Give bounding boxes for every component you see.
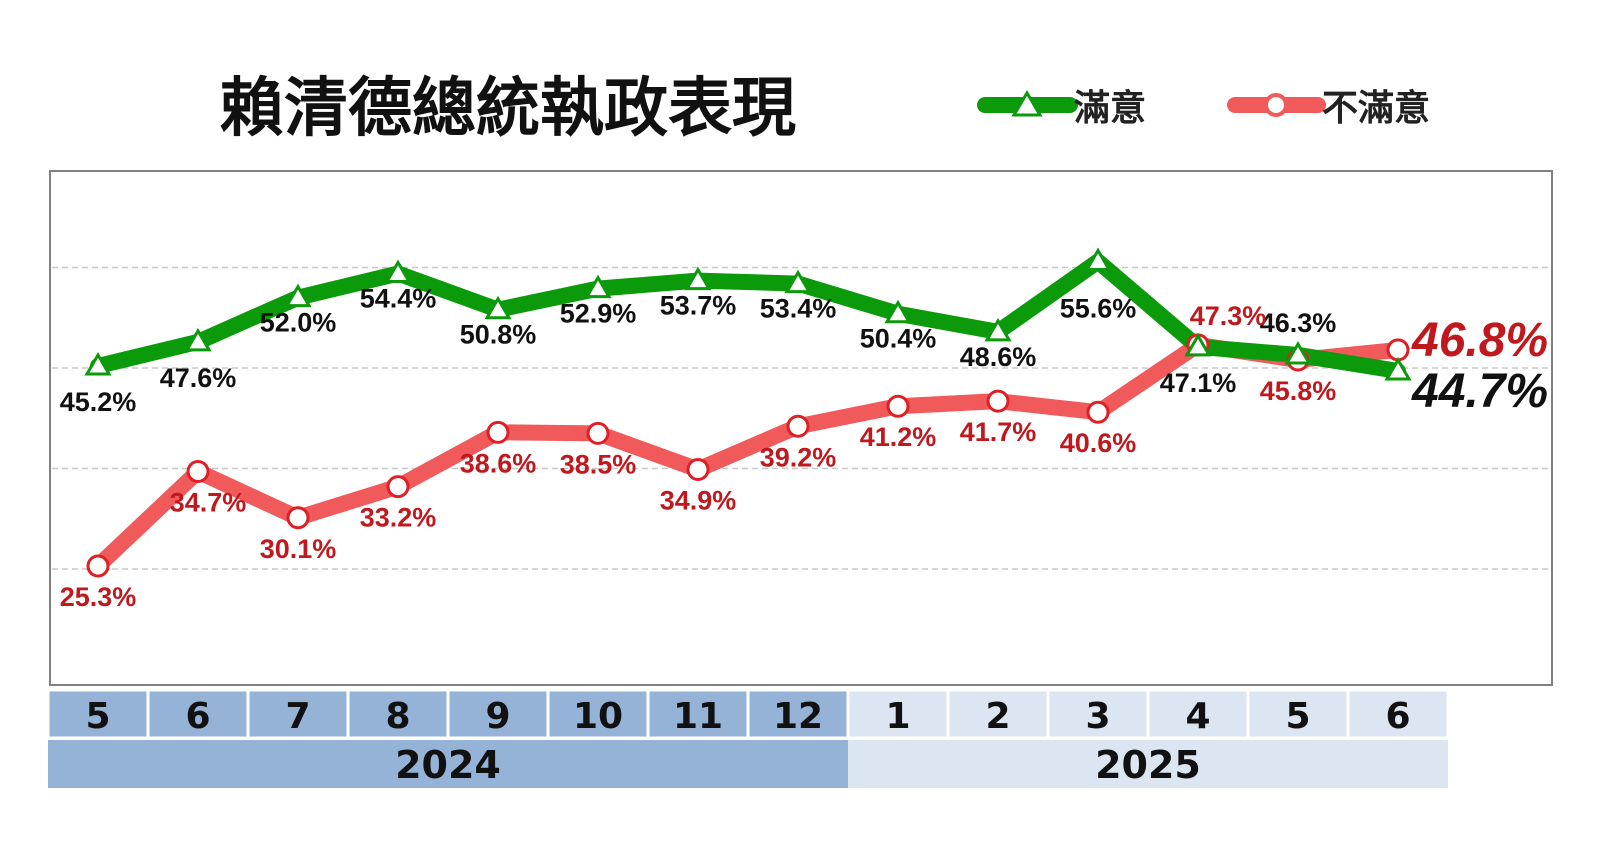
label-satisfied-4: 50.8% xyxy=(460,320,537,350)
month-label-4: 9 xyxy=(485,696,510,737)
point-satisfied-0 xyxy=(84,352,112,376)
point-dissatisfied-0 xyxy=(86,554,110,578)
point-satisfied-3 xyxy=(384,259,412,284)
month-cell-7 xyxy=(746,688,850,740)
month-label-0: 5 xyxy=(85,696,110,737)
point-satisfied-5 xyxy=(584,274,612,299)
point-dissatisfied-6 xyxy=(686,458,710,482)
year-label-2024: 2024 xyxy=(395,743,501,787)
year-cell-2024 xyxy=(48,740,848,788)
label-dissatisfied-1: 34.7% xyxy=(170,488,247,518)
month-cell-0 xyxy=(46,688,150,740)
point-satisfied-2 xyxy=(284,283,312,308)
point-dissatisfied-13 xyxy=(1386,338,1410,362)
month-label-11: 4 xyxy=(1185,696,1210,737)
point-dissatisfied-2 xyxy=(286,506,310,530)
month-label-9: 2 xyxy=(985,696,1010,737)
point-satisfied-10 xyxy=(1084,247,1112,271)
legend-label-satisfied: 滿意 xyxy=(1074,88,1146,129)
label-dissatisfied-12: 45.8% xyxy=(1260,376,1337,406)
month-label-7: 12 xyxy=(773,696,823,737)
month-label-13: 6 xyxy=(1385,696,1410,737)
month-label-8: 1 xyxy=(885,696,910,737)
series-line-satisfied xyxy=(90,253,1406,380)
label-satisfied-6: 53.7% xyxy=(660,291,737,321)
point-satisfied-7 xyxy=(784,269,812,294)
month-label-6: 11 xyxy=(673,696,723,737)
series-line-dissatisfied xyxy=(90,336,1406,574)
month-cell-4 xyxy=(446,688,550,740)
month-cell-6 xyxy=(646,688,750,740)
label-dissatisfied-7: 39.2% xyxy=(760,442,837,472)
label-satisfied-2: 52.0% xyxy=(260,308,337,338)
point-dissatisfied-1 xyxy=(186,460,210,484)
label-satisfied-1: 47.6% xyxy=(160,363,237,393)
label-dissatisfied-0: 25.3% xyxy=(60,582,137,612)
point-dissatisfied-3 xyxy=(386,475,410,499)
month-cell-12 xyxy=(1246,688,1350,740)
label-dissatisfied-10: 40.6% xyxy=(1060,428,1137,458)
legend: 滿意 不滿意 xyxy=(977,88,1430,129)
circle-marker-icon xyxy=(1264,93,1288,117)
label-satisfied-10: 55.6% xyxy=(1060,293,1137,323)
data-labels: 45.2% 47.6% 52.0% 54.4% 50.8% 52.9% 53.7% 53.4%… xyxy=(60,284,1548,612)
year-cell-2025 xyxy=(848,740,1448,788)
label-dissatisfied-4: 38.6% xyxy=(460,448,537,478)
label-dissatisfied-13: 46.8% xyxy=(1411,314,1548,367)
point-dissatisfied-5 xyxy=(586,421,610,445)
point-satisfied-9 xyxy=(984,317,1012,342)
label-satisfied-13: 44.7% xyxy=(1411,365,1548,418)
month-label-12: 5 xyxy=(1285,696,1310,737)
month-cell-10 xyxy=(1046,688,1150,740)
month-cell-13 xyxy=(1346,688,1450,740)
label-satisfied-7: 53.4% xyxy=(760,294,837,324)
label-dissatisfied-5: 38.5% xyxy=(560,449,637,479)
month-cell-5 xyxy=(546,688,650,740)
label-satisfied-3: 54.4% xyxy=(360,284,437,314)
label-dissatisfied-9: 41.7% xyxy=(960,417,1037,447)
month-cell-1 xyxy=(146,688,250,740)
point-dissatisfied-4 xyxy=(486,420,510,444)
point-satisfied-8 xyxy=(884,299,912,324)
label-satisfied-9: 48.6% xyxy=(960,342,1037,372)
point-dissatisfied-9 xyxy=(986,389,1010,413)
month-cell-3 xyxy=(346,688,450,740)
label-satisfied-0: 45.2% xyxy=(60,387,137,417)
label-dissatisfied-8: 41.2% xyxy=(860,422,937,452)
year-label-2025: 2025 xyxy=(1095,743,1201,787)
legend-label-dissatisfied: 不滿意 xyxy=(1322,88,1430,129)
point-satisfied-1 xyxy=(184,327,212,352)
series-layer xyxy=(84,247,1412,578)
chart-title: 賴清德總統執政表現 xyxy=(220,72,796,146)
point-satisfied-11 xyxy=(1184,332,1212,357)
label-satisfied-12: 46.3% xyxy=(1260,308,1337,338)
month-label-5: 10 xyxy=(573,696,623,737)
point-satisfied-4 xyxy=(484,295,512,320)
label-dissatisfied-6: 34.9% xyxy=(660,486,737,516)
month-label-10: 3 xyxy=(1085,696,1110,737)
point-dissatisfied-8 xyxy=(886,394,910,418)
month-label-3: 8 xyxy=(385,696,410,737)
point-dissatisfied-7 xyxy=(786,414,810,438)
point-satisfied-12 xyxy=(1284,340,1312,365)
triangle-marker-icon xyxy=(1011,90,1043,117)
point-satisfied-13 xyxy=(1384,357,1412,381)
point-satisfied-6 xyxy=(684,266,712,291)
label-dissatisfied-3: 33.2% xyxy=(360,503,437,533)
month-label-1: 6 xyxy=(185,696,210,737)
label-dissatisfied-11: 47.3% xyxy=(1190,301,1267,331)
point-dissatisfied-10 xyxy=(1086,400,1110,424)
label-satisfied-8: 50.4% xyxy=(860,324,937,354)
month-label-2: 7 xyxy=(285,696,310,737)
label-satisfied-11: 47.1% xyxy=(1160,368,1237,398)
month-cell-9 xyxy=(946,688,1050,740)
label-dissatisfied-2: 30.1% xyxy=(260,534,337,564)
label-satisfied-5: 52.9% xyxy=(560,299,637,329)
